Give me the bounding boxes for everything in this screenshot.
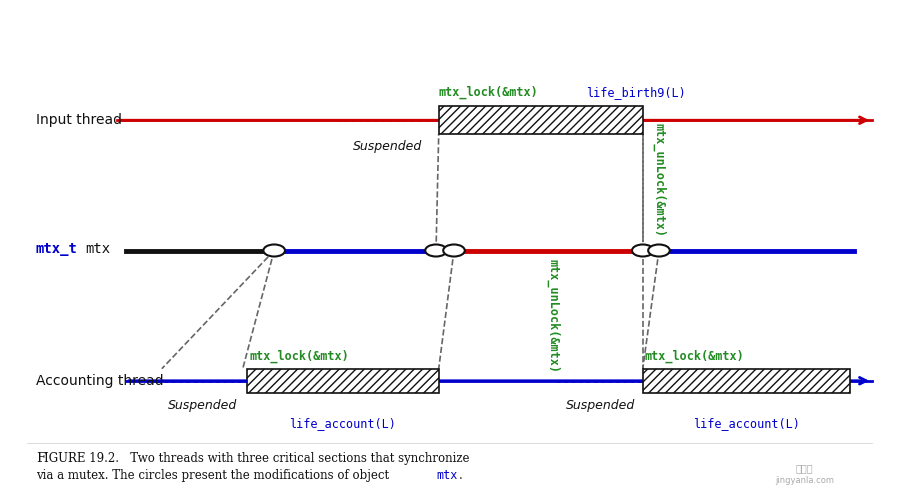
Text: IGURE 19.2.   Two threads with three critical sections that synchronize: IGURE 19.2. Two threads with three criti… (44, 452, 469, 465)
Text: mtx: mtx (436, 469, 458, 482)
Text: Suspended: Suspended (167, 399, 237, 412)
Text: Accounting thread: Accounting thread (36, 374, 164, 388)
Text: mtx_unLock(&mtx): mtx_unLock(&mtx) (653, 123, 665, 237)
Text: mtx_lock(&mtx): mtx_lock(&mtx) (439, 86, 539, 99)
Circle shape (648, 244, 670, 257)
Text: life_account(L): life_account(L) (693, 417, 799, 430)
Text: Input thread: Input thread (36, 113, 122, 127)
Circle shape (425, 244, 447, 257)
Text: .: . (458, 469, 462, 482)
Bar (247, 369, 439, 393)
Text: 经验啦: 经验啦 (796, 463, 814, 473)
Text: life_account(L): life_account(L) (289, 417, 396, 430)
Text: jingyanla.com: jingyanla.com (775, 476, 834, 485)
Text: F: F (36, 452, 45, 465)
Text: mtx_lock(&mtx): mtx_lock(&mtx) (249, 349, 349, 363)
Bar (439, 107, 643, 134)
Circle shape (263, 244, 285, 257)
Circle shape (443, 244, 465, 257)
Bar (643, 369, 850, 393)
Text: mtx_t: mtx_t (36, 242, 78, 256)
Text: mtx: mtx (85, 242, 111, 256)
Text: mtx_unLock(&mtx): mtx_unLock(&mtx) (547, 259, 559, 373)
Text: life_birth9(L): life_birth9(L) (586, 86, 685, 99)
Text: Suspended: Suspended (353, 140, 423, 153)
Circle shape (632, 244, 654, 257)
Text: via a mutex. The circles present the modifications of object: via a mutex. The circles present the mod… (36, 469, 393, 482)
Text: Suspended: Suspended (565, 399, 635, 412)
Text: mtx_lock(&mtx): mtx_lock(&mtx) (645, 349, 744, 363)
